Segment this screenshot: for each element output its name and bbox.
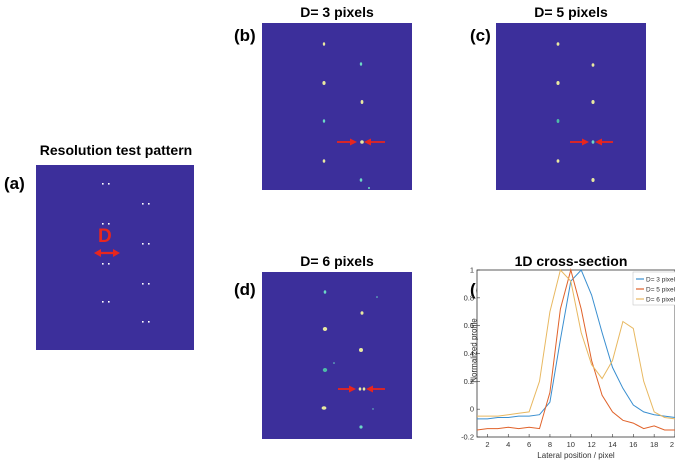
- panel-a-title: Resolution test pattern: [39, 142, 193, 158]
- spot: [591, 140, 595, 144]
- panel-b-reconstruction-image: [262, 23, 412, 190]
- spot: [556, 119, 560, 123]
- spot: [556, 81, 560, 85]
- spot: [591, 63, 595, 67]
- test-point: [142, 203, 144, 205]
- panel-c-title: D= 5 pixels: [534, 4, 608, 20]
- spot: [322, 81, 326, 85]
- x-tick-label: 2: [670, 440, 674, 449]
- spot: [556, 159, 560, 163]
- legend-entry: D= 5 pixels: [646, 286, 675, 293]
- test-point: [148, 203, 150, 205]
- y-tick-label: -0.2: [461, 433, 474, 442]
- x-tick-label: 4: [506, 440, 510, 449]
- test-point: [148, 283, 150, 285]
- panel-c-reconstruction-image: [496, 23, 646, 190]
- spot: [591, 100, 595, 104]
- x-tick-label: 16: [629, 440, 637, 449]
- spot: [322, 368, 328, 372]
- test-point: [108, 223, 110, 225]
- panel-c-letter: (c): [470, 26, 491, 45]
- test-point: [102, 183, 104, 185]
- x-tick-label: 12: [587, 440, 595, 449]
- panel-a-letter: (a): [4, 174, 25, 193]
- y-tick-label: 1: [470, 266, 474, 275]
- spot: [368, 187, 370, 189]
- spot: [359, 348, 363, 352]
- test-point: [108, 301, 110, 303]
- test-point: [108, 183, 110, 185]
- x-axis-label: Lateral position / pixel: [537, 451, 615, 460]
- spot: [359, 425, 363, 429]
- test-point: [148, 243, 150, 245]
- test-point: [142, 283, 144, 285]
- spot: [322, 42, 326, 46]
- panel-d-reconstruction-image: [262, 272, 412, 439]
- spot: [372, 408, 374, 410]
- spot: [333, 362, 335, 364]
- test-point: [102, 263, 104, 265]
- x-tick-label: 10: [567, 440, 575, 449]
- y-tick-label: 0: [470, 405, 474, 414]
- panel-e-title: 1D cross-section: [514, 253, 628, 269]
- y-axis-label: Normalized profile: [469, 318, 479, 383]
- series-line: [476, 268, 675, 431]
- spot: [591, 178, 595, 182]
- y-tick-label: 0.2: [464, 377, 474, 386]
- y-tick-label: 0.8: [464, 293, 474, 302]
- spot: [358, 387, 362, 391]
- test-point: [142, 243, 144, 245]
- spot: [360, 140, 364, 144]
- spot: [323, 290, 327, 294]
- series-line: [477, 269, 675, 420]
- panel-a-pattern-image: [36, 165, 194, 350]
- spot: [359, 178, 363, 182]
- spot: [322, 327, 328, 331]
- spot: [360, 100, 364, 104]
- x-tick-label: 6: [527, 440, 531, 449]
- test-point: [148, 321, 150, 323]
- spot: [556, 42, 560, 46]
- panel-b-title: D= 3 pixels: [300, 4, 374, 20]
- panel-d-title: D= 6 pixels: [300, 253, 374, 269]
- spot: [359, 62, 363, 66]
- panel-b-letter: (b): [234, 26, 256, 45]
- spot: [322, 159, 326, 163]
- y-tick-label: 0.4: [464, 349, 474, 358]
- series-line: [477, 268, 675, 420]
- legend-entry: D= 3 pixels: [646, 276, 675, 283]
- spot: [362, 387, 366, 391]
- test-point: [102, 301, 104, 303]
- test-point: [102, 223, 104, 225]
- x-tick-label: 2: [485, 440, 489, 449]
- spot: [322, 119, 326, 123]
- y-tick-label: 0.6: [464, 321, 474, 330]
- spot: [360, 311, 364, 315]
- spot: [321, 406, 327, 410]
- test-point: [142, 321, 144, 323]
- test-point: [108, 263, 110, 265]
- panel-a-distance-label: D: [98, 226, 112, 247]
- x-tick-label: 18: [650, 440, 658, 449]
- legend-entry: D= 6 pixels: [646, 296, 675, 303]
- panel-d-letter: (d): [234, 280, 256, 299]
- x-tick-label: 14: [608, 440, 616, 449]
- x-tick-label: 8: [548, 440, 552, 449]
- spot: [376, 296, 378, 298]
